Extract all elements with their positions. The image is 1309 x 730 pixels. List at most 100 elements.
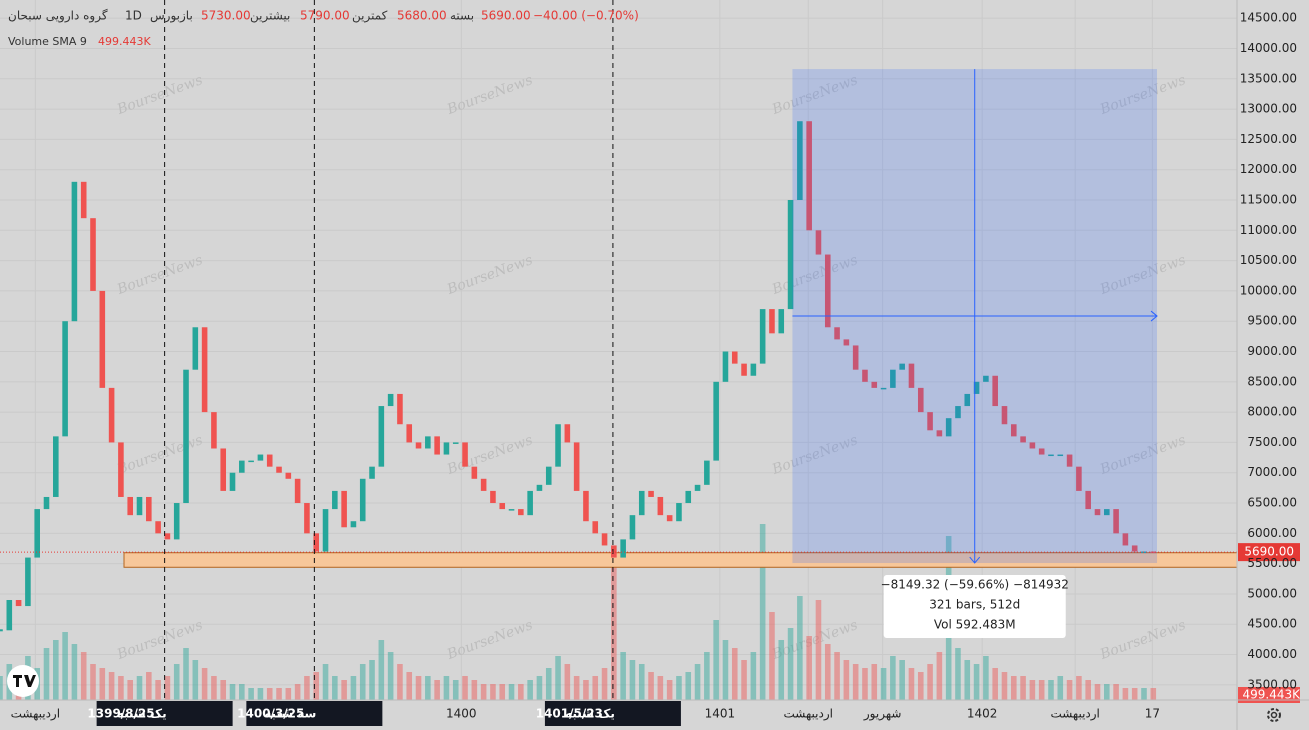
candle xyxy=(248,460,254,463)
volume-bar xyxy=(731,648,738,700)
candle xyxy=(834,327,840,340)
marker-label-box xyxy=(544,701,681,726)
candle xyxy=(229,472,236,491)
volume-bar xyxy=(704,652,710,700)
volume-bar xyxy=(759,524,766,700)
candle xyxy=(806,121,812,231)
volume-bar xyxy=(1001,672,1008,700)
candle xyxy=(43,496,50,510)
volume-bar xyxy=(53,640,59,700)
candle xyxy=(1131,545,1138,552)
candle xyxy=(945,418,952,437)
x-tick-label: 1400 xyxy=(446,707,477,721)
candle xyxy=(99,290,106,388)
candle xyxy=(192,327,199,370)
volume-bar xyxy=(462,676,468,700)
volume-bar xyxy=(908,668,915,700)
ohlc-label: کمترین xyxy=(352,9,388,24)
volume-bar xyxy=(666,680,673,700)
volume-bar xyxy=(750,652,757,700)
volume-bar xyxy=(676,676,682,700)
volume-bar xyxy=(276,688,282,700)
volume-bar xyxy=(685,672,692,700)
y-tick-label: 7000.00 xyxy=(1247,465,1297,479)
volume-bar xyxy=(425,676,431,700)
candle xyxy=(1076,466,1082,491)
y-tick-label: 11500.00 xyxy=(1240,193,1297,207)
ohlc-value: 5690.00 xyxy=(481,9,531,23)
volume-bar xyxy=(592,676,599,700)
volume-sma-axis-label: 499.443K xyxy=(1243,688,1302,702)
volume-bar xyxy=(629,660,636,700)
marker-label-box xyxy=(246,701,383,726)
volume-bar xyxy=(480,684,487,700)
candle xyxy=(15,600,22,607)
volume-bar xyxy=(536,676,543,700)
volume-bar xyxy=(1113,684,1119,700)
candle xyxy=(62,321,68,437)
candle xyxy=(257,454,264,461)
volume-bar xyxy=(1094,684,1101,700)
candle xyxy=(1066,454,1073,467)
volume-bar xyxy=(769,612,775,700)
volume-bar xyxy=(118,676,124,700)
candle xyxy=(499,503,506,510)
candle xyxy=(536,484,543,491)
settings-icon[interactable] xyxy=(1267,708,1281,722)
candle xyxy=(508,509,515,511)
candle xyxy=(6,600,13,631)
candle xyxy=(601,533,608,546)
volume-bar xyxy=(983,656,989,700)
ohlc-value: 5730.00 xyxy=(201,9,251,23)
y-tick-label: 9000.00 xyxy=(1247,344,1297,358)
volume-bar xyxy=(332,676,338,700)
candle xyxy=(434,436,440,455)
volume-bar xyxy=(787,628,794,700)
candle xyxy=(108,387,115,443)
candle xyxy=(620,539,626,558)
measure-info-box xyxy=(883,575,1066,639)
volume-bar xyxy=(899,660,905,700)
volume-bar xyxy=(880,668,887,700)
candle xyxy=(1113,509,1119,534)
volume-bar xyxy=(806,636,812,700)
candle xyxy=(1020,436,1026,443)
ohlc-label: بیشترین xyxy=(250,9,290,24)
candle xyxy=(332,490,338,510)
volume-bar xyxy=(973,664,980,700)
candle xyxy=(797,121,803,200)
volume-bar xyxy=(648,672,654,700)
marker-date: 1400/3/25 xyxy=(237,707,304,721)
volume-bar xyxy=(741,660,747,700)
candle xyxy=(1122,533,1129,546)
candle xyxy=(545,466,552,485)
marker-date: 1401/5/23 xyxy=(536,707,603,721)
candle xyxy=(694,484,701,491)
candle xyxy=(769,309,775,334)
candle xyxy=(843,339,850,346)
candle xyxy=(146,496,152,522)
candle xyxy=(927,412,933,431)
candle xyxy=(452,442,459,444)
candle xyxy=(387,393,394,407)
candle xyxy=(1094,509,1101,516)
volume-bar xyxy=(350,676,357,700)
x-tick-label: شهریور xyxy=(863,707,902,722)
measure-arrow xyxy=(792,310,1158,322)
volume-bar xyxy=(573,676,580,700)
volume-bar xyxy=(0,676,3,700)
volume-bar xyxy=(620,652,626,700)
last-price-label: 5690.00 xyxy=(1244,545,1294,559)
y-tick-label: 14000.00 xyxy=(1240,41,1297,55)
volume-bar xyxy=(108,672,115,700)
candle xyxy=(899,363,905,370)
change: −40.00 (−0.70%) xyxy=(533,9,639,23)
volume-bar xyxy=(1057,676,1064,700)
candle xyxy=(657,496,664,516)
tv-logo xyxy=(7,665,39,697)
volume-bar xyxy=(936,652,943,700)
volume-bar xyxy=(852,664,859,700)
volume-bar xyxy=(229,684,236,700)
volume-bar xyxy=(518,684,524,700)
